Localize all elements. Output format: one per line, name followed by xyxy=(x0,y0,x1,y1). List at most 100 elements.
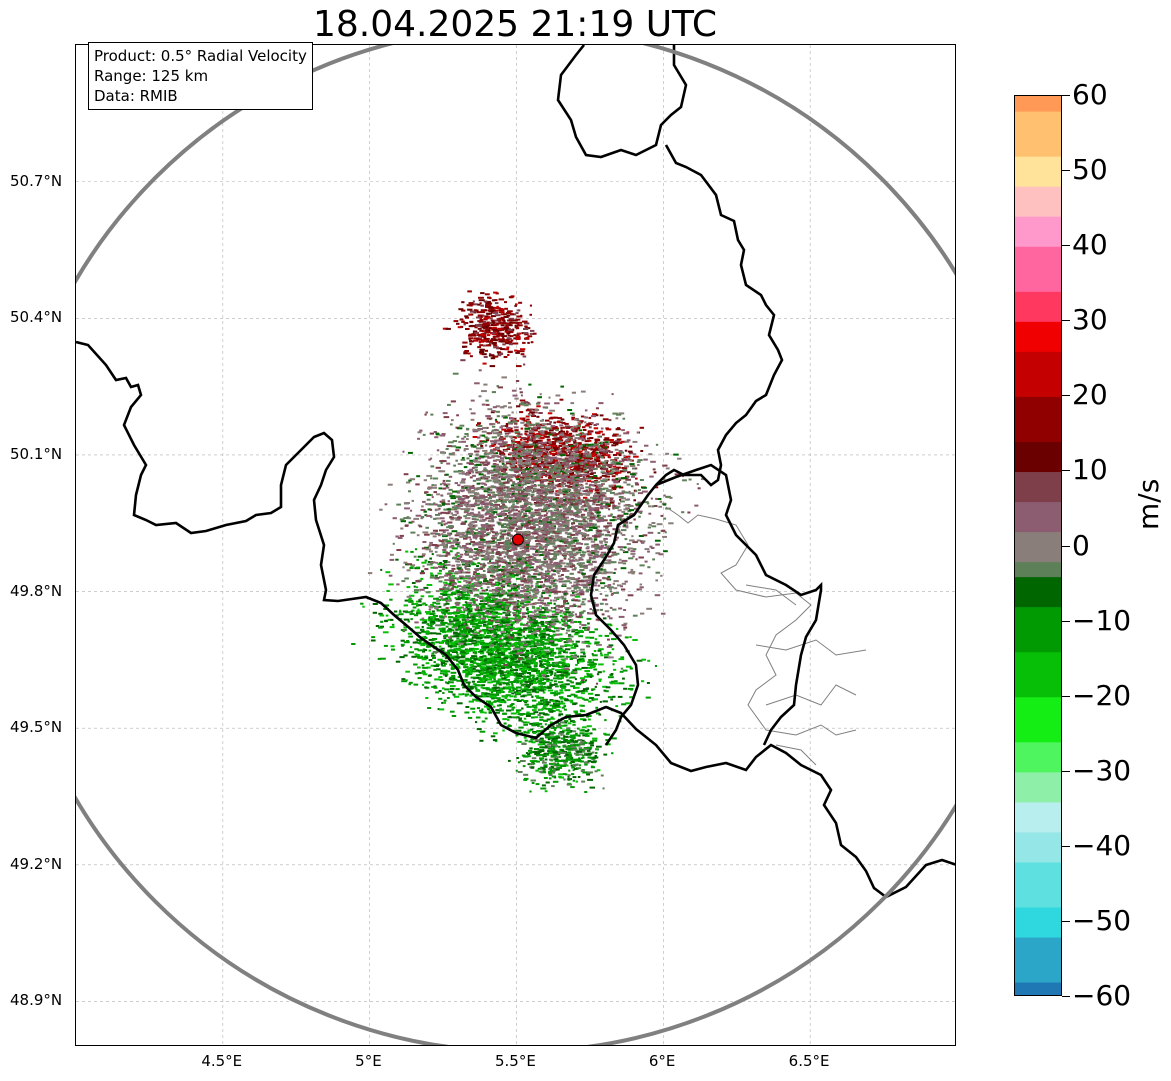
echo-pixel xyxy=(521,754,526,757)
echo-pixel xyxy=(471,680,476,683)
echo-pixel xyxy=(456,554,460,557)
echo-pixel xyxy=(615,440,621,443)
echo-pixel xyxy=(540,641,545,643)
echo-pixel xyxy=(496,691,501,694)
echo-pixel xyxy=(406,586,410,588)
echo-pixel xyxy=(551,785,555,788)
echo-pixel xyxy=(421,626,424,628)
echo-pixel xyxy=(493,344,498,347)
echo-pixel xyxy=(530,763,533,765)
echo-pixel xyxy=(496,347,503,350)
echo-pixel xyxy=(540,759,542,761)
radar-map[interactable] xyxy=(75,44,956,1046)
echo-pixel xyxy=(497,634,504,637)
echo-pixel xyxy=(498,689,504,692)
echo-pixel xyxy=(545,654,550,657)
echo-pixel xyxy=(645,696,651,699)
echo-pixel xyxy=(457,633,462,636)
echo-pixel xyxy=(433,431,437,433)
echo-pixel xyxy=(635,477,638,480)
echo-pixel xyxy=(472,662,477,664)
echo-pixel xyxy=(548,732,551,735)
echo-pixel xyxy=(461,320,465,323)
echo-pixel xyxy=(582,470,588,473)
echo-pixel xyxy=(559,731,565,734)
echo-pixel xyxy=(478,603,484,606)
echo-pixel xyxy=(497,319,502,322)
echo-pixel xyxy=(563,761,567,764)
echo-pixel xyxy=(488,307,494,310)
echo-pixel xyxy=(559,741,566,744)
echo-pixel xyxy=(488,620,492,623)
echo-pixel xyxy=(511,692,515,695)
echo-pixel xyxy=(576,696,583,699)
echo-pixel xyxy=(636,659,643,662)
echo-pixel xyxy=(553,762,557,765)
echo-pixel xyxy=(489,342,493,345)
echo-pixel xyxy=(593,760,597,763)
echo-pixel xyxy=(563,734,566,737)
echo-pixel xyxy=(517,646,520,649)
echo-pixel xyxy=(576,659,583,662)
echo-pixel xyxy=(538,430,541,433)
echo-pixel xyxy=(524,701,528,704)
echo-pixel xyxy=(425,611,431,613)
echo-pixel xyxy=(433,665,439,667)
echo-pixel xyxy=(587,433,592,436)
echo-pixel xyxy=(456,663,459,666)
echo-pixel xyxy=(520,732,524,735)
echo-pixel xyxy=(459,639,463,642)
echo-pixel xyxy=(485,344,492,347)
echo-pixel xyxy=(408,635,413,638)
echo-pixel xyxy=(574,654,577,657)
echo-pixel xyxy=(565,729,571,732)
echo-pixel xyxy=(450,643,457,645)
echo-pixel xyxy=(558,445,563,447)
echo-pixel xyxy=(532,436,537,439)
echo-pixel xyxy=(448,690,453,693)
echo-pixel xyxy=(453,619,460,622)
echo-pixel xyxy=(573,763,579,766)
echo-pixel xyxy=(598,451,601,454)
echo-pixel xyxy=(575,663,578,666)
echo-pixel xyxy=(474,687,478,690)
echo-pixel xyxy=(481,619,486,622)
echo-pixel xyxy=(566,679,570,682)
echo-pixel xyxy=(587,771,594,774)
echo-pixel xyxy=(563,755,569,758)
echo-pixel xyxy=(647,659,651,662)
echo-pixel xyxy=(450,671,457,674)
echo-pixel xyxy=(535,739,541,742)
echo-pixel xyxy=(535,446,541,448)
echo-pixel xyxy=(493,732,498,735)
echo-pixel xyxy=(556,671,562,673)
echo-pixel xyxy=(474,326,478,329)
echo-pixel xyxy=(472,612,478,615)
echo-pixel xyxy=(495,643,498,646)
echo-pixel xyxy=(565,746,571,749)
echo-pixel xyxy=(565,698,569,701)
echo-pixel xyxy=(530,329,535,332)
echo-pixel xyxy=(590,744,594,747)
echo-pixel xyxy=(593,650,597,652)
echo-pixel xyxy=(555,706,561,709)
echo-pixel xyxy=(523,672,526,675)
echo-pixel xyxy=(568,718,572,720)
echo-pixel xyxy=(417,677,422,680)
echo-pixel xyxy=(561,447,567,450)
echo-pixel xyxy=(417,612,421,615)
echo-pixel xyxy=(553,767,556,770)
echo-pixel xyxy=(593,427,599,430)
echo-pixel xyxy=(448,657,453,660)
echo-pixel xyxy=(507,430,514,432)
echo-pixel xyxy=(481,684,486,687)
echo-pixel xyxy=(516,631,523,634)
echo-pixel xyxy=(515,327,520,330)
echo-pixel xyxy=(480,445,484,447)
echo-pixel xyxy=(573,441,577,444)
echo-pixel xyxy=(516,757,519,759)
echo-pixel xyxy=(435,605,438,608)
echo-pixel xyxy=(479,739,484,742)
echo-pixel xyxy=(525,652,529,655)
echo-pixel xyxy=(492,660,498,663)
